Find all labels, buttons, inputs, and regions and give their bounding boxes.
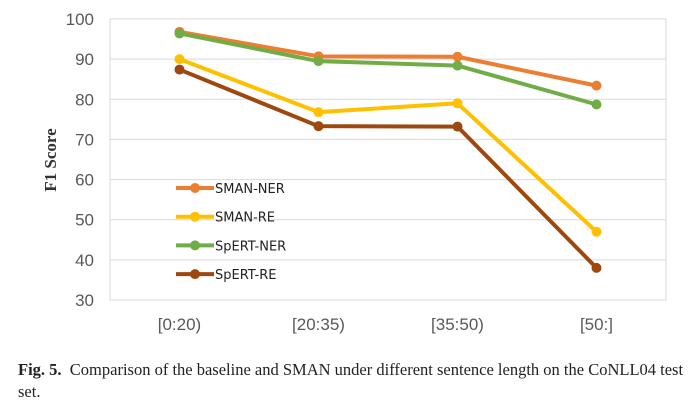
- data-point: [591, 262, 602, 273]
- legend-swatch-marker: [190, 269, 200, 280]
- data-point: [313, 121, 324, 132]
- data-point: [591, 99, 602, 110]
- y-tick-label: 30: [75, 291, 94, 310]
- legend-label: SpERT-RE: [215, 268, 277, 283]
- data-point: [313, 107, 324, 118]
- gridlines: [110, 18, 666, 301]
- legend-swatch-marker: [190, 183, 200, 193]
- plot-area: [109, 18, 667, 301]
- legend-swatch-marker: [190, 211, 200, 222]
- legend-item: SpERT-RE: [176, 268, 277, 283]
- data-point: [174, 64, 185, 75]
- x-tick-labels: [0:20) [20:35) [35:50) [50:]: [158, 315, 613, 334]
- y-tick-label: 40: [75, 251, 94, 270]
- series-line: [178, 57, 598, 234]
- x-tick-label: [50:]: [580, 315, 613, 334]
- data-point: [452, 121, 463, 132]
- data-point: [313, 56, 324, 67]
- y-tick-label: 80: [75, 90, 94, 109]
- legend: SMAN-NER SMAN-RE SpERT-NER SpERT-RE: [176, 182, 286, 283]
- y-tick-label: 90: [75, 50, 94, 69]
- legend-label: SMAN-RE: [215, 211, 275, 226]
- series-spert-re: [174, 64, 602, 273]
- y-tick-label: 100: [66, 10, 94, 29]
- data-point: [452, 98, 463, 109]
- data-point: [452, 60, 463, 71]
- y-tick-label: 60: [75, 171, 94, 190]
- legend-swatch-marker: [190, 240, 200, 251]
- series-lines: [174, 26, 602, 273]
- y-tick-label: 50: [75, 211, 94, 230]
- caption-label: Fig. 5.: [18, 360, 62, 379]
- y-tick-label: 70: [75, 130, 94, 149]
- legend-item: SMAN-RE: [176, 211, 275, 226]
- legend-item: SpERT-NER: [176, 239, 286, 254]
- data-point: [174, 28, 185, 39]
- series-sman-re: [174, 54, 602, 237]
- data-point: [174, 54, 185, 65]
- x-tick-label: [35:50): [431, 315, 484, 334]
- caption-text: Comparison of the baseline and SMAN unde…: [18, 360, 684, 401]
- y-tick-labels: 30 40 50 60 70 80 90 100: [66, 10, 94, 310]
- legend-label: SpERT-NER: [215, 239, 286, 254]
- series-line: [178, 67, 598, 270]
- data-point: [591, 80, 602, 91]
- line-chart: 30 40 50 60 70 80 90 100 [0:20) [20:35) [35:50) [5…: [41, 10, 667, 334]
- data-point: [452, 51, 463, 62]
- data-point: [591, 226, 602, 237]
- series-line: [179, 31, 598, 107]
- legend-label: SMAN-NER: [215, 182, 285, 197]
- series-spert-ner: [174, 28, 602, 110]
- y-axis-label: F1 Score: [41, 128, 60, 192]
- x-tick-label: [20:35): [292, 315, 345, 334]
- figure-caption: Fig. 5. Comparison of the baseline and S…: [18, 359, 688, 403]
- series-line: [179, 29, 597, 88]
- x-tick-label: [0:20): [158, 315, 201, 334]
- legend-item: SMAN-NER: [176, 182, 285, 197]
